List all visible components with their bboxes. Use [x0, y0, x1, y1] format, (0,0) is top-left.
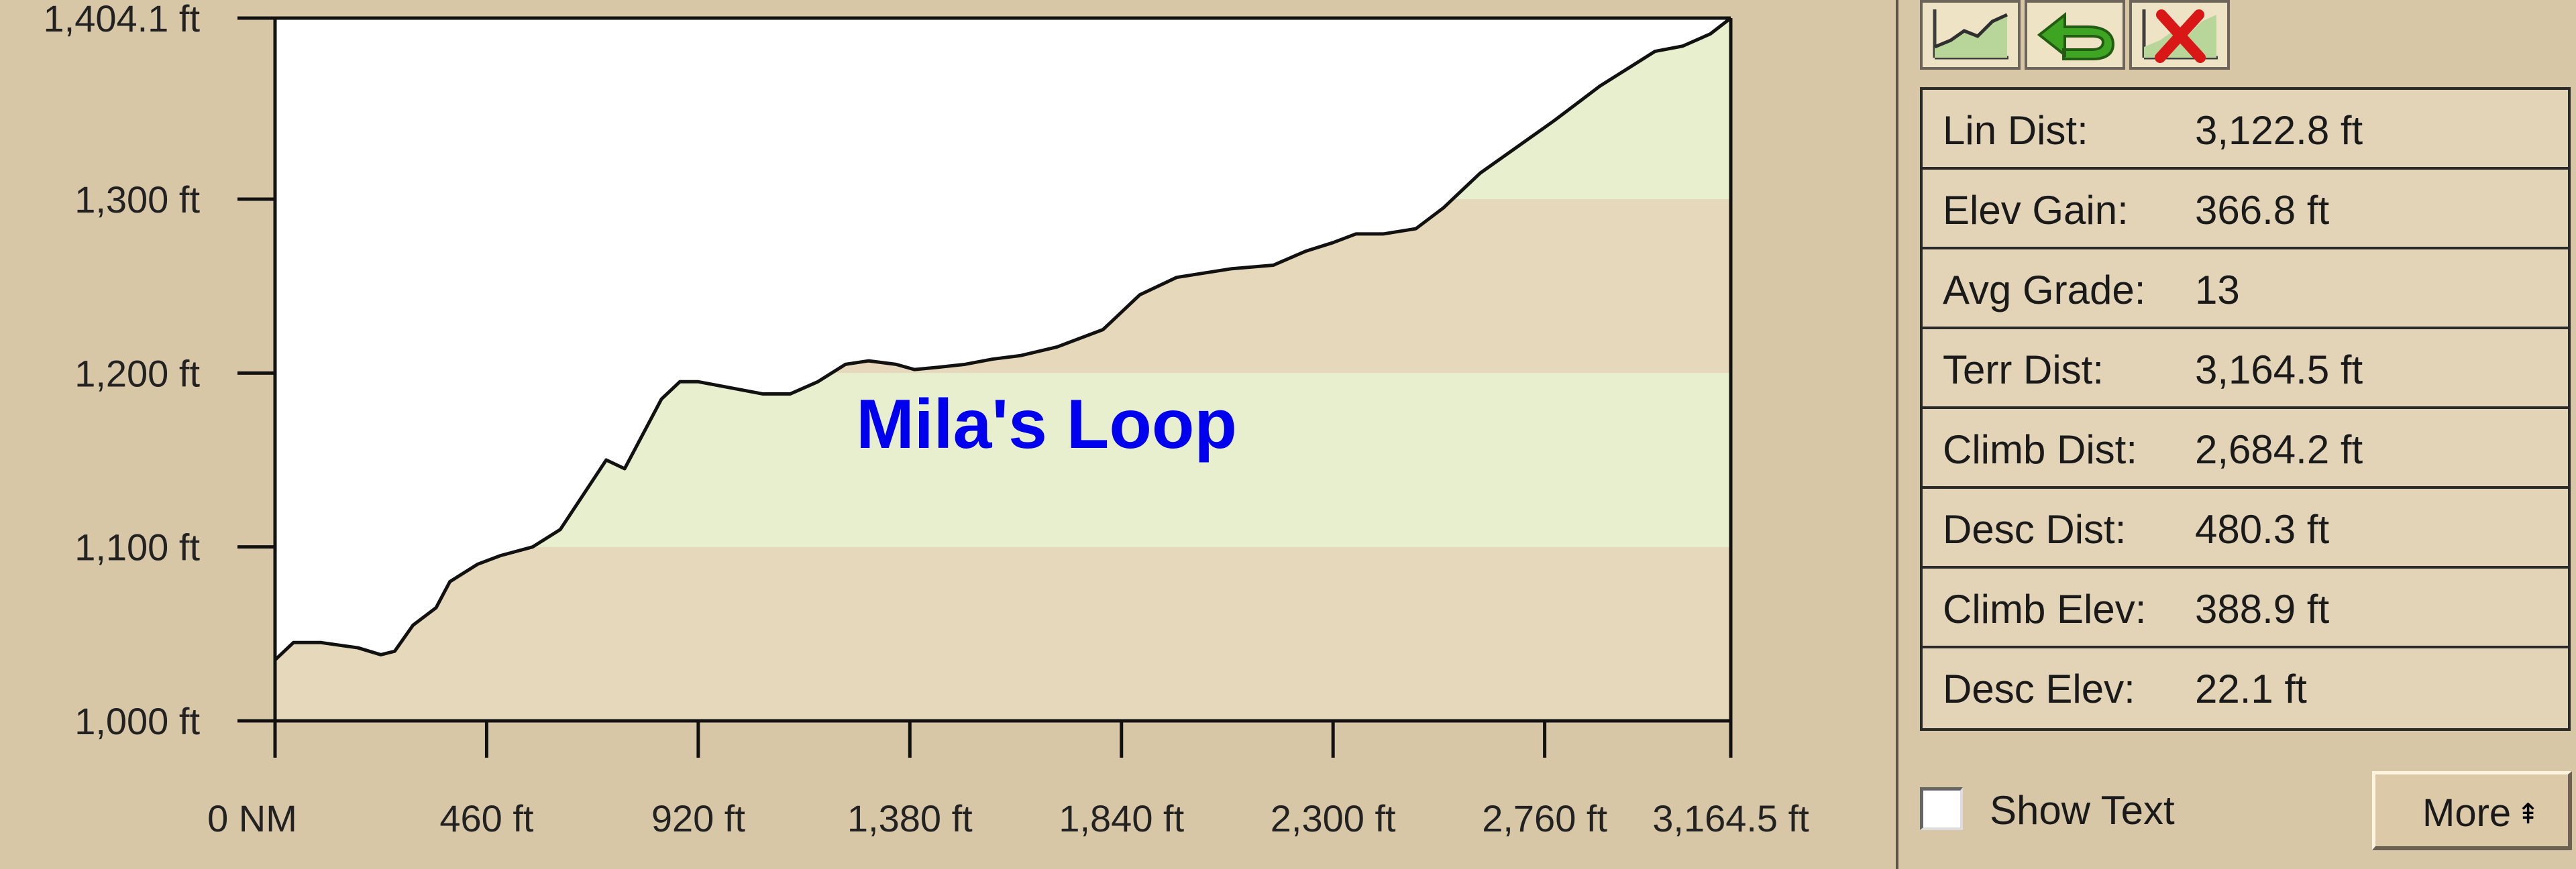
profile-chart-button[interactable]	[1920, 0, 2021, 70]
show-text-label: Show Text	[1990, 788, 2175, 833]
x-tick-label: 1,380 ft	[847, 797, 973, 839]
x-tick-label: 920 ft	[651, 797, 746, 839]
stat-label: Lin Dist:	[1943, 108, 2088, 153]
x-tick-label: 460 ft	[439, 797, 534, 839]
stat-value: 3,122.8 ft	[2195, 108, 2363, 153]
stat-label: Climb Elev:	[1943, 587, 2147, 632]
stat-value: 3,164.5 ft	[2195, 347, 2363, 392]
stat-value: 2,684.2 ft	[2195, 427, 2363, 472]
x-tick-label: 0 NM	[207, 797, 297, 839]
stat-row-climb-elev: Climb Elev: 388.9 ft	[1923, 569, 2568, 648]
y-tick-label: 1,404.1 ft	[43, 0, 200, 40]
x-tick-label: 3,164.5 ft	[1652, 797, 1809, 839]
back-button[interactable]	[2025, 0, 2125, 70]
show-text-option[interactable]: Show Text	[1920, 785, 2269, 837]
profile-chart-icon	[1923, 3, 2018, 67]
stat-row-lin-dist: Lin Dist: 3,122.8 ft	[1923, 90, 2568, 170]
profile-stats-table: Lin Dist: 3,122.8 ft Elev Gain: 366.8 ft…	[1920, 87, 2571, 731]
more-button-label: More	[2422, 791, 2512, 835]
more-button[interactable]: More ⇞	[2372, 771, 2572, 850]
stat-row-desc-elev: Desc Elev: 22.1 ft	[1923, 648, 2568, 728]
stat-label: Terr Dist:	[1943, 347, 2104, 392]
stat-value: 480.3 ft	[2195, 507, 2330, 552]
y-tick-label: 1,100 ft	[74, 526, 200, 569]
y-tick-label: 1,000 ft	[74, 700, 200, 742]
stat-label: Desc Elev:	[1943, 667, 2135, 711]
double-up-arrow-icon: ⇞	[2516, 798, 2540, 829]
chart-title: Mila's Loop	[856, 386, 1237, 463]
y-tick-label: 1,300 ft	[74, 178, 200, 221]
x-tick-label: 2,760 ft	[1482, 797, 1607, 839]
stat-row-elev-gain: Elev Gain: 366.8 ft	[1923, 170, 2568, 249]
stat-label: Climb Dist:	[1943, 427, 2138, 472]
stat-row-desc-dist: Desc Dist: 480.3 ft	[1923, 489, 2568, 569]
stat-label: Elev Gain:	[1943, 188, 2129, 233]
stat-value: 388.9 ft	[2195, 587, 2330, 632]
stat-row-terr-dist: Terr Dist: 3,164.5 ft	[1923, 329, 2568, 409]
stat-value: 13	[2195, 268, 2240, 312]
stat-label: Avg Grade:	[1943, 268, 2146, 312]
elevation-band	[275, 546, 1731, 721]
profile-side-panel: Lin Dist: 3,122.8 ft Elev Gain: 366.8 ft…	[1896, 0, 2576, 869]
stat-value: 22.1 ft	[2195, 667, 2307, 711]
stat-label: Desc Dist:	[1943, 507, 2127, 552]
x-tick-label: 2,300 ft	[1271, 797, 1396, 839]
close-profile-icon	[2132, 3, 2227, 67]
x-tick-label: 1,840 ft	[1059, 797, 1184, 839]
stat-row-avg-grade: Avg Grade: 13	[1923, 249, 2568, 329]
delete-profile-button[interactable]	[2129, 0, 2230, 70]
elevation-profile-line	[274, 17, 1732, 662]
elevation-profile-chart: 1,000 ft 1,100 ft 1,200 ft 1,300 ft 1,404.1 …	[43, 0, 1809, 839]
y-tick-label: 1,200 ft	[74, 352, 200, 394]
green-arrow-back-icon	[2027, 3, 2123, 67]
show-text-checkbox[interactable]	[1920, 787, 1963, 830]
stat-value: 366.8 ft	[2195, 188, 2330, 233]
stat-row-climb-dist: Climb Dist: 2,684.2 ft	[1923, 409, 2568, 489]
